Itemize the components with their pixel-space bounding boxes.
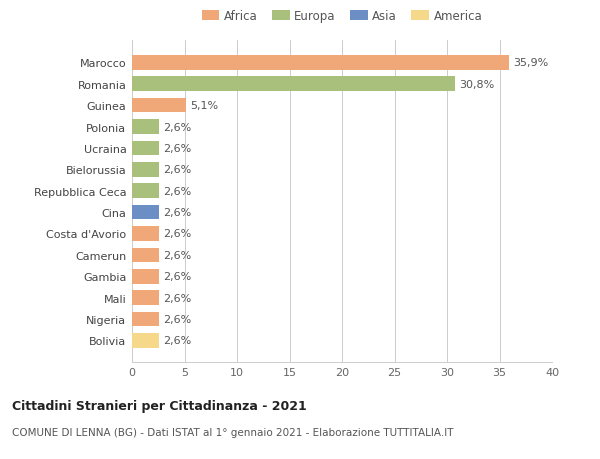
Text: 2,6%: 2,6%	[163, 207, 192, 218]
Bar	[132, 77, 455, 92]
Text: 2,6%: 2,6%	[163, 229, 192, 239]
Bar	[132, 269, 160, 284]
Bar	[132, 184, 160, 199]
Bar	[132, 334, 160, 348]
Text: 2,6%: 2,6%	[163, 314, 192, 325]
Bar	[132, 248, 160, 263]
Bar	[132, 205, 160, 220]
Bar	[132, 56, 509, 70]
Text: 2,6%: 2,6%	[163, 336, 192, 346]
Text: 35,9%: 35,9%	[513, 58, 548, 68]
Text: 30,8%: 30,8%	[460, 79, 495, 90]
Text: 2,6%: 2,6%	[163, 250, 192, 260]
Text: 2,6%: 2,6%	[163, 122, 192, 132]
Bar	[132, 227, 160, 241]
Bar	[132, 312, 160, 327]
Legend: Africa, Europa, Asia, America: Africa, Europa, Asia, America	[197, 6, 487, 28]
Text: 2,6%: 2,6%	[163, 186, 192, 196]
Text: Cittadini Stranieri per Cittadinanza - 2021: Cittadini Stranieri per Cittadinanza - 2…	[12, 399, 307, 412]
Text: 2,6%: 2,6%	[163, 165, 192, 175]
Text: 5,1%: 5,1%	[190, 101, 218, 111]
Text: 2,6%: 2,6%	[163, 144, 192, 154]
Text: 2,6%: 2,6%	[163, 293, 192, 303]
Text: COMUNE DI LENNA (BG) - Dati ISTAT al 1° gennaio 2021 - Elaborazione TUTTITALIA.I: COMUNE DI LENNA (BG) - Dati ISTAT al 1° …	[12, 427, 454, 437]
Bar	[132, 120, 160, 134]
Bar	[132, 141, 160, 156]
Text: 2,6%: 2,6%	[163, 272, 192, 282]
Bar	[132, 291, 160, 305]
Bar	[132, 99, 185, 113]
Bar	[132, 162, 160, 177]
